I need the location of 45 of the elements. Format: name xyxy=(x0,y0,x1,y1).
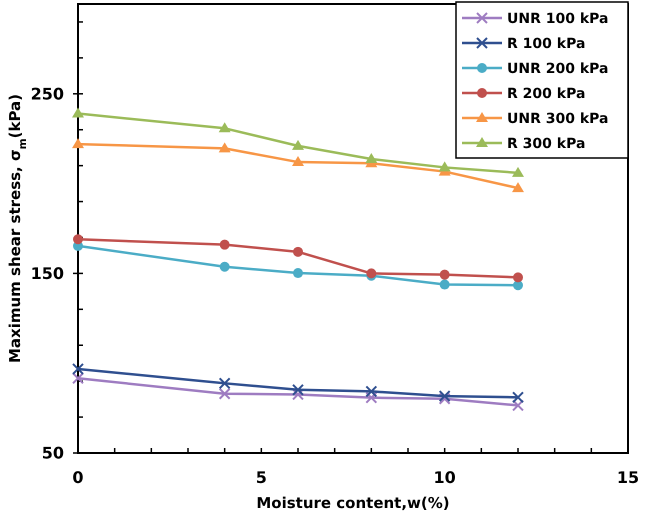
point xyxy=(512,391,524,404)
point xyxy=(438,392,451,405)
point xyxy=(292,384,304,396)
point xyxy=(440,270,450,280)
x-tick-label: 5 xyxy=(256,468,267,487)
point xyxy=(72,138,84,148)
y-tick-label: 50 xyxy=(42,444,64,463)
x-tick-label: 0 xyxy=(72,468,84,487)
legend-label: R 200 kPa xyxy=(507,86,586,102)
point xyxy=(73,234,83,244)
point xyxy=(440,280,450,290)
point xyxy=(513,272,523,282)
legend-label: R 300 kPa xyxy=(507,136,586,152)
x-tick-label: 10 xyxy=(434,468,456,487)
point xyxy=(365,385,378,398)
point xyxy=(365,392,378,404)
point xyxy=(218,122,231,132)
legend-label: UNR 100 kPa xyxy=(507,10,608,27)
point xyxy=(72,372,84,384)
point xyxy=(438,390,451,402)
point xyxy=(293,268,303,278)
point xyxy=(293,246,303,257)
point xyxy=(72,108,84,118)
point xyxy=(366,268,376,278)
point xyxy=(218,377,231,390)
point xyxy=(365,152,378,163)
point xyxy=(72,362,84,375)
legend-label: R 100 kPa xyxy=(507,36,586,52)
point xyxy=(512,399,524,412)
point xyxy=(512,182,524,192)
x-axis-title: Moisture content,w(%) xyxy=(256,494,450,512)
point xyxy=(220,262,230,272)
y-tick-label: 150 xyxy=(30,264,64,283)
legend-label: UNR 200 kPa xyxy=(507,60,608,77)
point xyxy=(292,140,304,150)
x-tick-label: 15 xyxy=(616,468,640,487)
point xyxy=(512,166,524,177)
legend-label: UNR 300 kPa xyxy=(507,110,608,127)
point xyxy=(292,388,304,400)
point xyxy=(220,240,230,250)
point xyxy=(218,388,231,400)
y-tick-label: 250 xyxy=(30,84,64,104)
point xyxy=(438,161,451,172)
point xyxy=(292,156,304,166)
point xyxy=(218,142,231,152)
